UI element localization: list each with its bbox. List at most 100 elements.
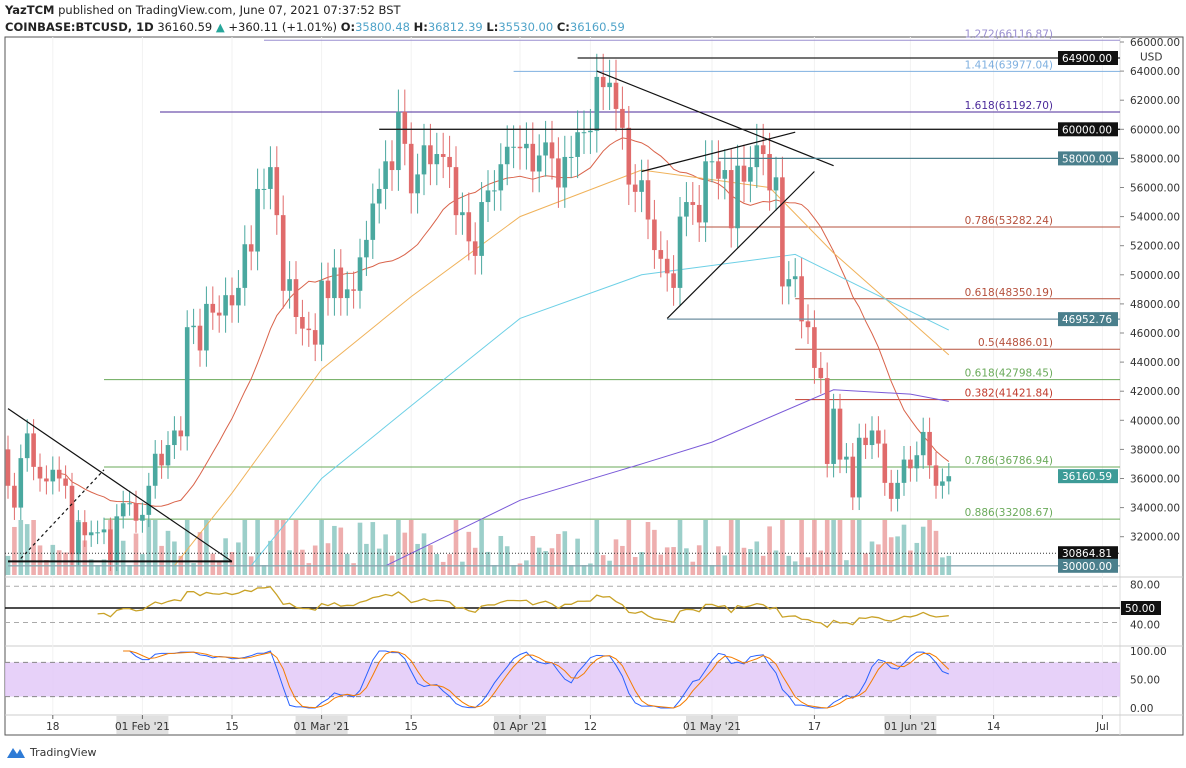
- candle: [658, 231, 664, 278]
- candle: [709, 140, 715, 183]
- candle: [773, 156, 779, 211]
- volume-bar: [95, 565, 100, 575]
- volume-bar: [748, 549, 753, 575]
- candle: [332, 249, 337, 316]
- fib-level-label: 0.618(42798.45): [965, 368, 1053, 380]
- candle: [581, 110, 587, 154]
- candle: [741, 144, 747, 203]
- volume-bar: [396, 520, 401, 575]
- candle-body: [837, 408, 843, 460]
- time-label-highlight: [686, 716, 738, 734]
- candle: [664, 240, 670, 292]
- candle: [229, 277, 235, 323]
- candle-body: [575, 132, 580, 157]
- fib-level-label: 0.5(44886.01): [978, 337, 1053, 349]
- candle: [888, 469, 894, 512]
- price-tag-label: 60000.00: [1062, 124, 1112, 136]
- candle: [472, 222, 478, 275]
- volume-bar: [876, 544, 881, 575]
- volume-bar: [50, 544, 56, 575]
- volume-bar: [645, 521, 651, 575]
- candle: [204, 286, 209, 367]
- candle: [376, 168, 382, 224]
- volume-bar: [133, 533, 139, 575]
- candle: [216, 295, 222, 333]
- fib-level-label: 1.618(61192.70): [965, 100, 1053, 112]
- candle: [434, 132, 440, 186]
- price-axis-label: 54000.00: [1130, 212, 1180, 224]
- candle: [908, 446, 913, 482]
- time-label-highlight: [295, 716, 348, 734]
- volume-bar: [600, 555, 606, 575]
- candle-body: [671, 273, 676, 288]
- candle-body: [844, 456, 849, 460]
- candle: [274, 146, 280, 235]
- volume-bar: [82, 540, 88, 575]
- candle-body: [716, 161, 721, 179]
- publisher-name[interactable]: YazTCM: [5, 3, 55, 17]
- candle: [50, 456, 56, 495]
- candle: [63, 465, 68, 499]
- candle: [620, 86, 625, 150]
- open-value: 35800.48: [355, 20, 410, 34]
- candle-body: [223, 295, 228, 316]
- symbol-name[interactable]: COINBASE:BTCUSD, 1D: [5, 20, 154, 34]
- candle-body: [216, 312, 222, 316]
- candle: [613, 59, 619, 132]
- volume-bar: [517, 563, 523, 575]
- volume-bar: [735, 520, 740, 575]
- publish-info: YazTCM published on TradingView.com, Jun…: [5, 3, 401, 17]
- candle-body: [466, 212, 472, 242]
- volume-bar: [101, 559, 107, 575]
- candle-body: [639, 180, 644, 192]
- candle-body: [786, 279, 792, 287]
- candle: [940, 468, 945, 499]
- candle: [370, 183, 376, 259]
- volume-bar: [863, 553, 868, 575]
- tradingview-footer[interactable]: TradingView: [6, 745, 96, 759]
- candle: [652, 199, 657, 269]
- candle: [357, 238, 363, 309]
- candle: [268, 146, 273, 210]
- candle: [280, 195, 286, 309]
- volume-bar: [460, 561, 465, 575]
- candle-body: [332, 267, 337, 299]
- volume-bar: [728, 520, 734, 575]
- candle-body: [485, 190, 491, 203]
- candle-body: [696, 204, 702, 223]
- candle-body: [812, 327, 817, 368]
- price-axis-label: 62000.00: [1130, 95, 1180, 107]
- candle-body: [12, 485, 17, 508]
- volume-bar: [485, 551, 491, 575]
- price-axis-label: 56000.00: [1130, 183, 1180, 195]
- candle: [114, 504, 120, 572]
- candle: [504, 125, 510, 186]
- candle: [24, 419, 30, 472]
- price-axis-label: 32000.00: [1130, 532, 1180, 544]
- price-tag-label: 64900.00: [1062, 53, 1112, 65]
- candle-body: [287, 279, 292, 291]
- candle-body: [767, 154, 772, 191]
- candle-body: [850, 456, 856, 498]
- price-tag-bg: [1058, 51, 1118, 66]
- low-value: 35530.00: [498, 20, 554, 34]
- candle-body: [31, 433, 36, 467]
- candle-body: [940, 481, 945, 486]
- volume-bar: [568, 565, 574, 575]
- rsi-line: [97, 586, 949, 629]
- volume-bar: [773, 550, 779, 575]
- price-axis-label: 60000.00: [1130, 124, 1180, 136]
- volume-bar: [191, 563, 196, 575]
- volume-bar: [709, 565, 715, 575]
- candle-body: [735, 165, 740, 229]
- candle: [415, 153, 420, 214]
- volume-bar: [376, 548, 382, 575]
- volume-bar: [607, 560, 612, 575]
- candle: [767, 132, 772, 211]
- volume-bar: [44, 560, 49, 575]
- rsi-axis-label: 40.00: [1130, 619, 1160, 631]
- volume-bar: [639, 552, 644, 575]
- candle: [165, 431, 171, 479]
- candle: [344, 271, 350, 316]
